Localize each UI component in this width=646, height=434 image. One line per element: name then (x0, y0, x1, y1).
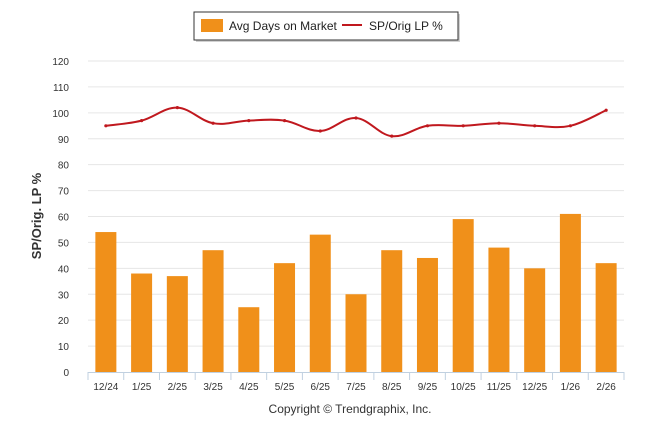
y-tick-label: 70 (58, 187, 70, 198)
y-tick-label: 10 (58, 342, 70, 353)
x-axis: 12/24 1/25 2/25 3/25 4/25 5/25 6/25 7/25 8/25 9/2… (87, 372, 625, 393)
line-point-sp-orig-lp[interactable] (533, 124, 537, 128)
bar-series (95, 213, 617, 372)
bar-avg-days[interactable] (95, 232, 117, 372)
x-tick-label: 11/25 (487, 382, 512, 393)
legend-label-avg-days[interactable]: Avg Days on Market (229, 19, 337, 33)
y-tick-label: 30 (58, 290, 70, 301)
line-point-sp-orig-lp[interactable] (461, 124, 465, 128)
line-point-sp-orig-lp[interactable] (282, 119, 287, 123)
line-point-sp-orig-lp[interactable] (425, 124, 430, 128)
bar-avg-days[interactable] (452, 219, 474, 372)
bar-avg-days[interactable] (166, 276, 188, 372)
line-point-sp-orig-lp[interactable] (354, 116, 358, 120)
line-point-sp-orig-lp[interactable] (104, 124, 108, 128)
legend-box (193, 11, 459, 41)
credits-text[interactable]: Copyright © Trendgraphix, Inc. (269, 402, 432, 416)
x-tick-label: 7/25 (346, 382, 366, 393)
bar-avg-days[interactable] (309, 234, 331, 372)
y-tick-label: 0 (63, 368, 69, 379)
x-tick-label: 12/25 (522, 382, 547, 393)
bar-avg-days[interactable] (559, 213, 581, 372)
line-point-sp-orig-lp[interactable] (497, 121, 501, 125)
x-tick-label: 2/25 (168, 382, 188, 393)
x-tick-label: 8/25 (382, 382, 402, 393)
y-tick-label: 80 (58, 161, 70, 172)
y-tick-label: 60 (58, 213, 70, 224)
x-tick-label: 5/25 (275, 382, 295, 393)
bar-avg-days[interactable] (274, 263, 296, 372)
x-tick-label: 4/25 (239, 382, 259, 393)
x-tick-label: 9/25 (418, 382, 438, 393)
line-sp-orig-lp[interactable] (105, 106, 607, 138)
x-tick-label: 12/24 (93, 382, 118, 393)
x-tick-label: 2/26 (596, 382, 616, 393)
y-tick-label: 100 (52, 109, 69, 120)
x-tick-label: 1/26 (561, 382, 581, 393)
line-point-sp-orig-lp[interactable] (247, 119, 251, 123)
bar-avg-days[interactable] (238, 307, 260, 372)
x-tick-label: 6/25 (311, 382, 331, 393)
line-point-sp-orig-lp[interactable] (318, 129, 322, 133)
bar-avg-days[interactable] (416, 257, 438, 372)
y-tick-label: 120 (52, 57, 69, 68)
line-point-sp-orig-lp[interactable] (175, 106, 179, 110)
bar-avg-days[interactable] (131, 273, 153, 372)
bar-avg-days[interactable] (488, 247, 510, 372)
line-point-sp-orig-lp[interactable] (604, 108, 608, 112)
y-tick-label: 90 (58, 135, 70, 146)
bar-avg-days[interactable] (381, 250, 403, 372)
legend[interactable]: Avg Days on Market SP/Orig LP % (193, 11, 460, 42)
x-tick-label: 1/25 (132, 382, 152, 393)
bar-avg-days[interactable] (202, 250, 224, 372)
line-point-sp-orig-lp[interactable] (390, 134, 394, 138)
x-tick-label: 3/25 (203, 382, 223, 393)
bar-avg-days[interactable] (524, 268, 546, 372)
y-tick-label: 50 (58, 238, 70, 249)
y-tick-label: 40 (58, 264, 70, 275)
line-point-sp-orig-lp[interactable] (211, 121, 215, 125)
y-axis: 0 10 20 30 40 50 60 70 80 90 100 110 120 (52, 57, 69, 379)
line-point-sp-orig-lp[interactable] (140, 119, 144, 123)
y-axis-title: SP/Orig. LP % (29, 172, 44, 259)
x-tick-label: 10/25 (451, 382, 476, 393)
bar-avg-days[interactable] (595, 263, 617, 372)
line-point-sp-orig-lp[interactable] (568, 124, 573, 128)
legend-swatch-avg-days (201, 19, 223, 32)
y-tick-label: 110 (53, 83, 69, 94)
line-series (104, 106, 608, 138)
bar-avg-days[interactable] (345, 294, 367, 372)
y-tick-label: 20 (58, 316, 70, 327)
legend-label-sp-orig-lp[interactable]: SP/Orig LP % (369, 19, 443, 33)
